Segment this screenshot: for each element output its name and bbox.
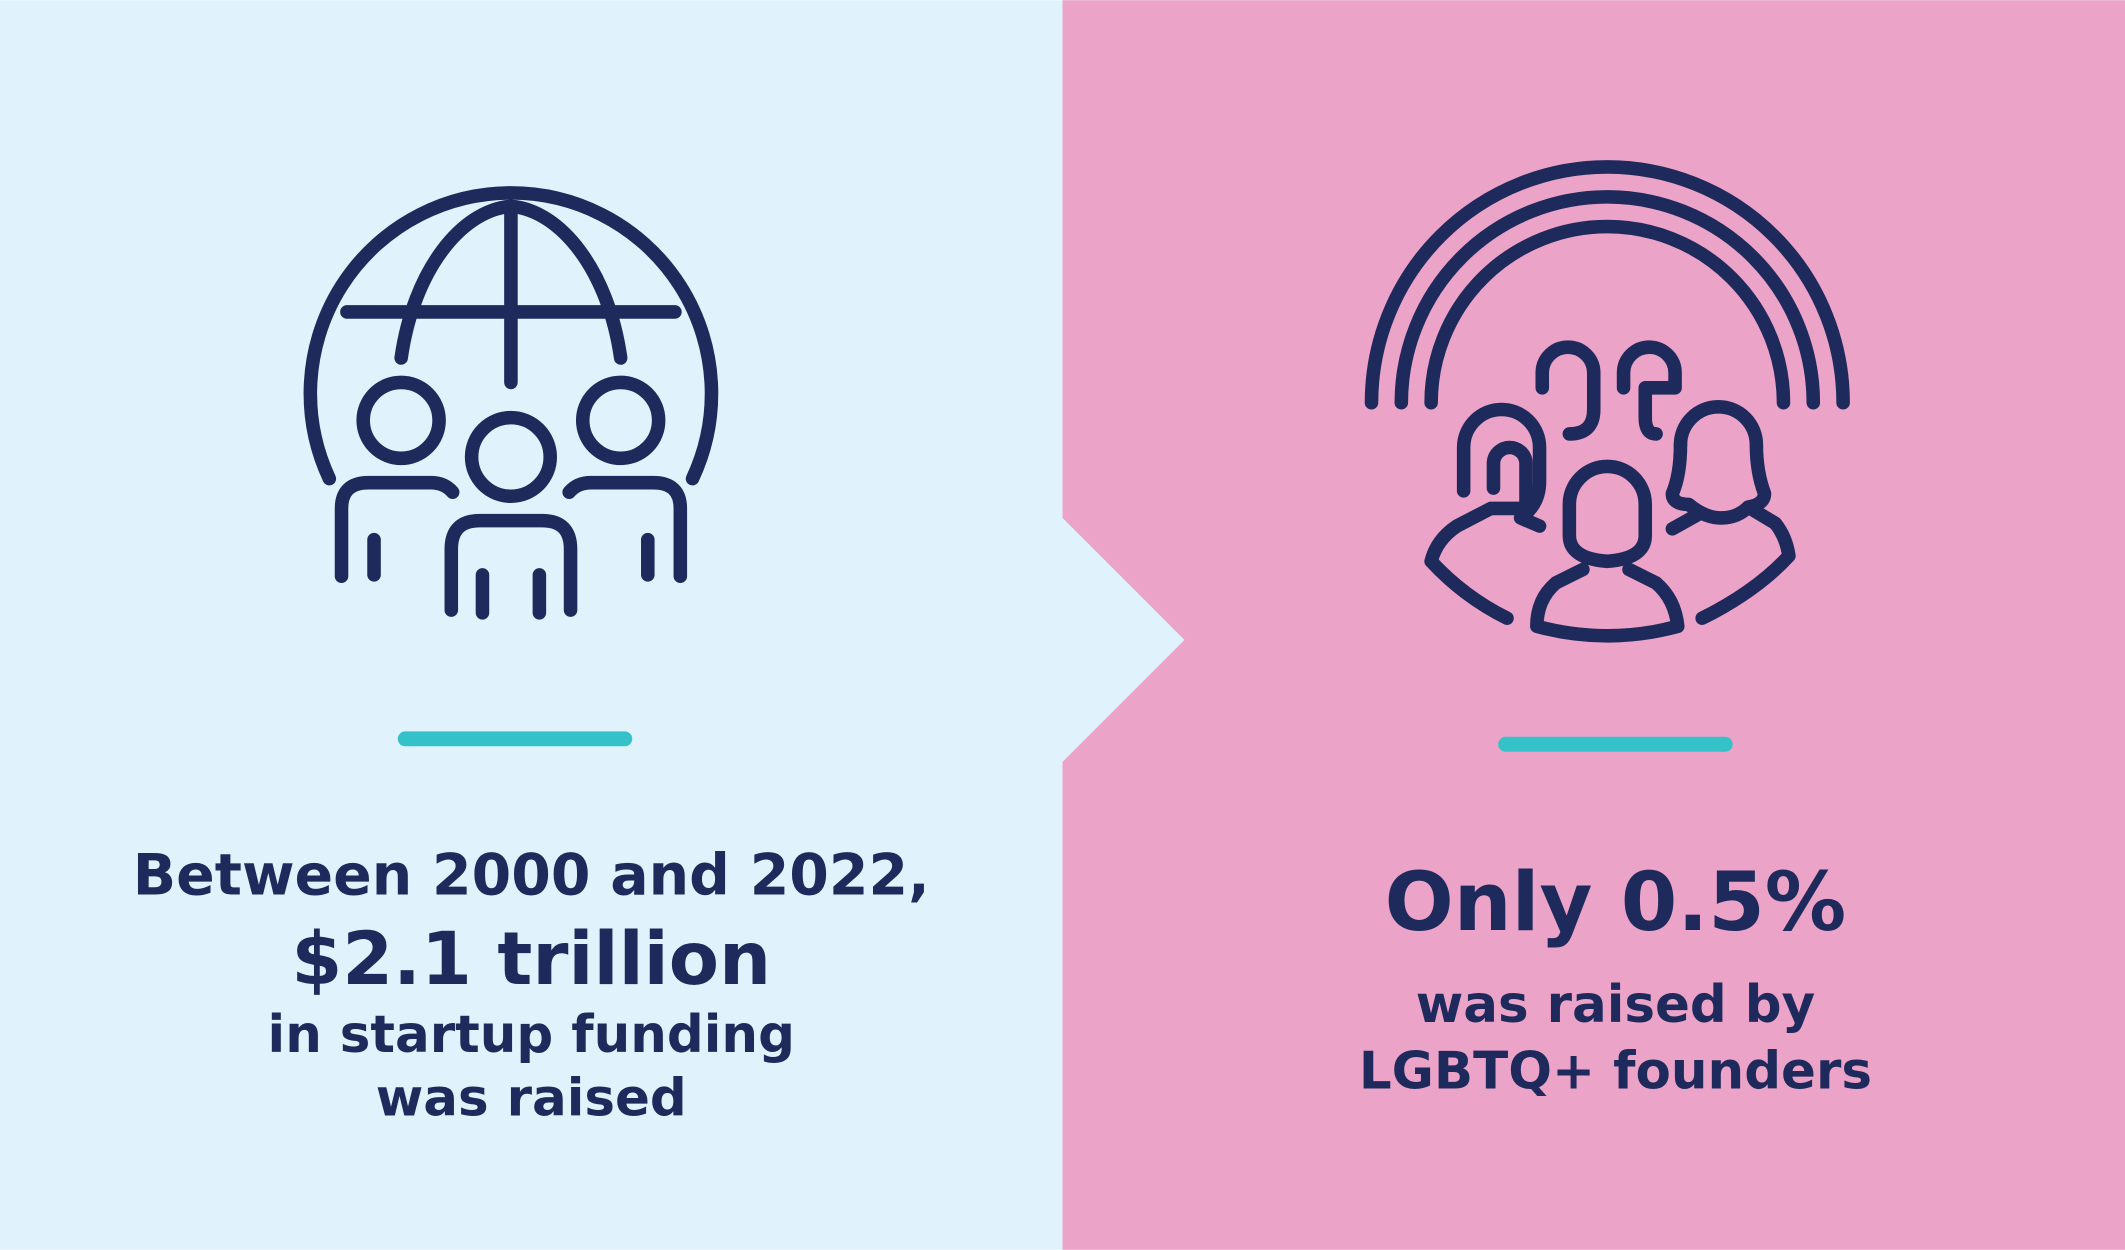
stat-text: Between 2000 and 2022, bbox=[133, 843, 930, 909]
stat-text: in startup funding bbox=[268, 1005, 795, 1065]
stat-text: was raised by bbox=[1416, 975, 1815, 1035]
stat-text: was raised bbox=[376, 1069, 687, 1129]
rainbow-people-icon bbox=[1364, 160, 1850, 643]
stat-highlight: Only 0.5% bbox=[1385, 856, 1847, 950]
arrow-notch bbox=[1062, 517, 1185, 762]
right-panel bbox=[1062, 0, 2125, 1250]
globe-people-icon bbox=[303, 186, 719, 620]
stat-text: LGBTQ+ founders bbox=[1359, 1041, 1872, 1101]
stat-highlight: $2.1 trillion bbox=[291, 917, 771, 1002]
